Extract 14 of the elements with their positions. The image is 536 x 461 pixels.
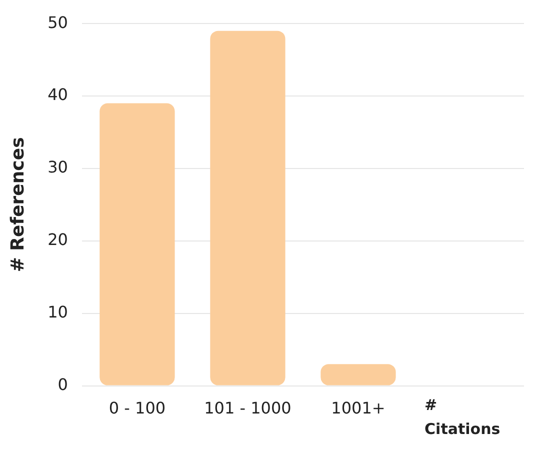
y-tick-label: 30 bbox=[48, 158, 68, 177]
x-tick-label: 101 - 1000 bbox=[204, 398, 292, 418]
y-tick-label: 10 bbox=[48, 302, 68, 322]
y-tick-label: 50 bbox=[48, 12, 68, 32]
bar bbox=[210, 30, 286, 386]
x-tick-label: 0 - 100 bbox=[108, 398, 166, 418]
x-axis-title: # Citations bbox=[424, 396, 500, 438]
x-tick-label: 1001+ bbox=[331, 398, 386, 418]
y-tick-label: 0 bbox=[58, 374, 68, 394]
bar bbox=[320, 364, 396, 386]
y-axis-title: # References bbox=[7, 137, 28, 272]
bar bbox=[100, 103, 175, 386]
y-tick-label: 20 bbox=[48, 230, 68, 250]
y-tick-label: 40 bbox=[48, 85, 68, 104]
